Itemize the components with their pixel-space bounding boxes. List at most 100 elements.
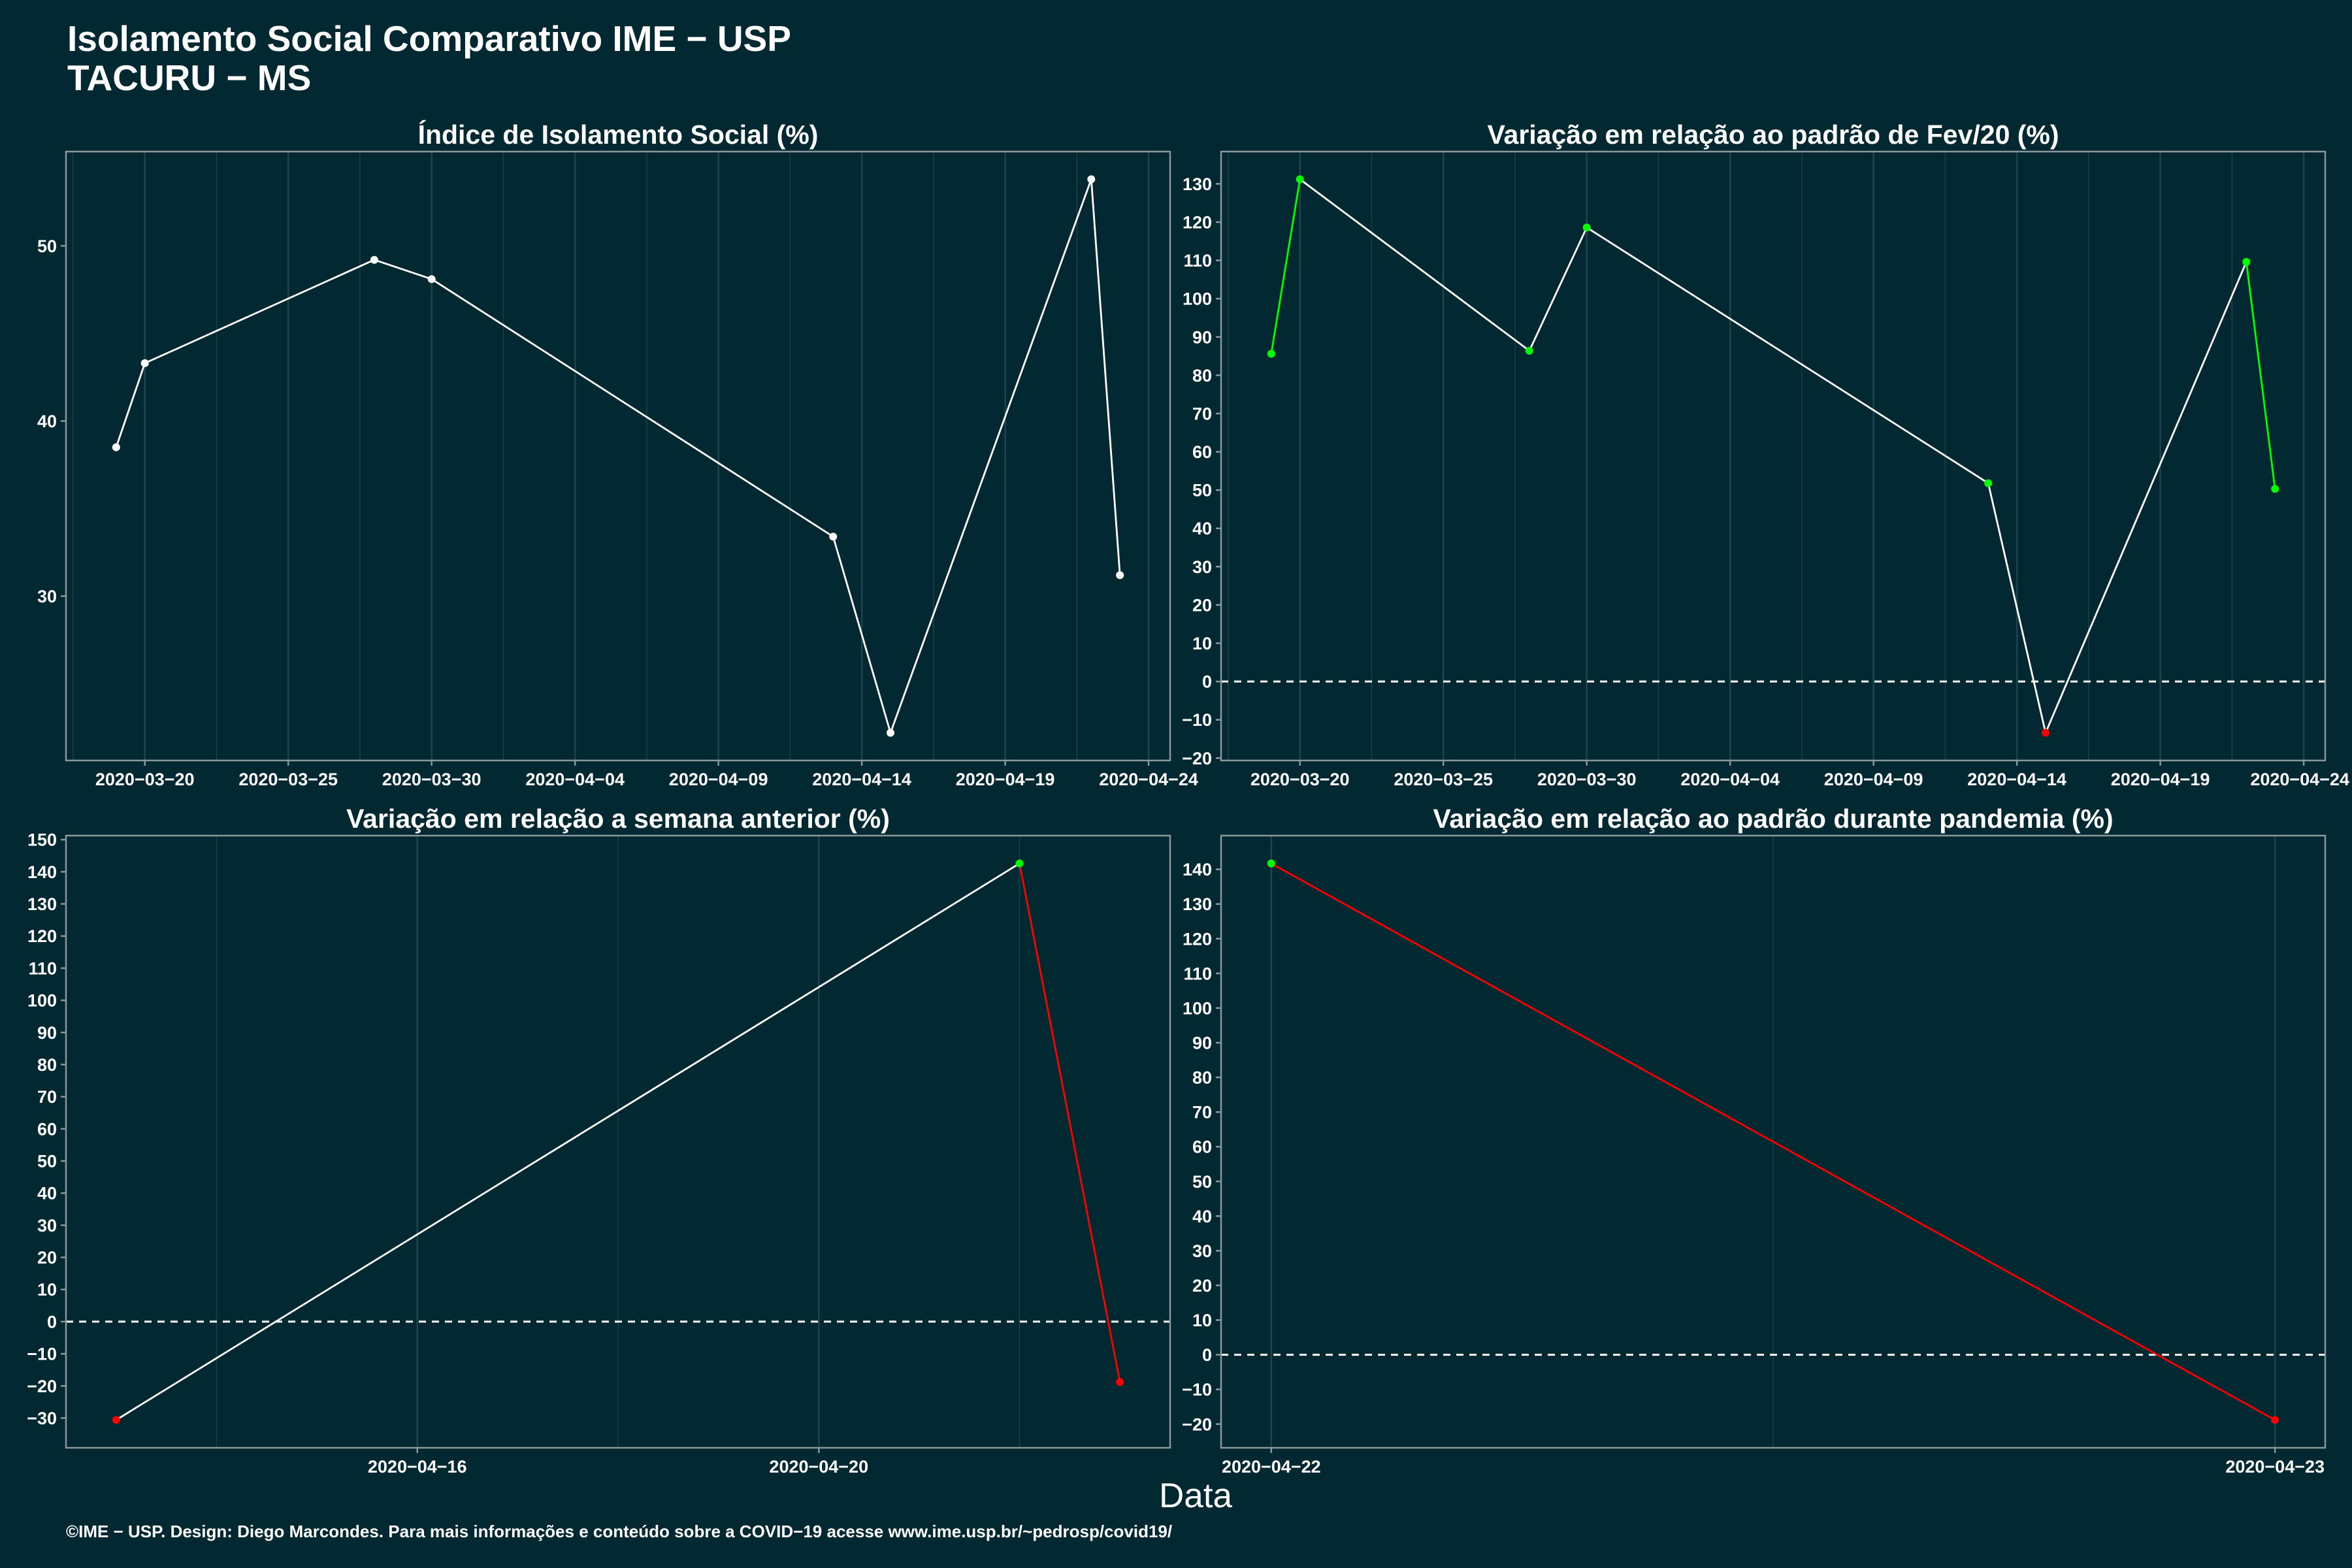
line-segment xyxy=(1987,482,2047,734)
data-point xyxy=(1087,175,1096,184)
data-point xyxy=(1267,859,1275,868)
y-tick-label: 20 xyxy=(1192,595,1212,615)
y-tick-label: 130 xyxy=(27,894,57,914)
gridlines xyxy=(73,152,1150,760)
y-tick-label: 80 xyxy=(1192,366,1212,385)
x-axis: 2020−03−20 2020−03−25 2020−03−30 2020−04−04… xyxy=(1250,760,2349,789)
data-point xyxy=(887,728,895,737)
line-segment xyxy=(144,259,376,365)
data-point xyxy=(2271,485,2279,493)
gridlines xyxy=(1228,152,2305,760)
data-point xyxy=(112,443,120,451)
panel-2: Variação em relação ao padrão de Fev/20 … xyxy=(1182,120,2349,789)
x-tick-label: 2020−04−04 xyxy=(525,770,625,789)
data-point xyxy=(829,532,838,541)
x-tick-label: 2020−04−24 xyxy=(2250,770,2349,789)
x-tick-label: 2020−03−30 xyxy=(1537,770,1637,789)
y-tick-label: 110 xyxy=(1183,964,1212,983)
line-segment xyxy=(889,178,1092,734)
y-tick-label: −10 xyxy=(27,1345,57,1364)
y-tick-label: 70 xyxy=(37,1087,57,1107)
x-axis-label: Data xyxy=(1159,1477,1232,1515)
line-segment xyxy=(115,862,1021,1421)
y-tick-label: 50 xyxy=(37,1152,57,1171)
line-segment xyxy=(1270,862,2276,1421)
footer-credit: ©IME − USP. Design: Diego Marcondes. Par… xyxy=(66,1522,1172,1541)
panel-title: Índice de Isolamento Social (%) xyxy=(418,120,819,150)
y-tick-label: 140 xyxy=(27,862,57,882)
data-point xyxy=(112,1416,120,1424)
y-tick-label: 100 xyxy=(1183,289,1212,309)
panel-border xyxy=(65,150,1171,762)
y-tick-label: 60 xyxy=(1192,1137,1212,1157)
y-tick-label: 40 xyxy=(1192,1207,1212,1226)
y-axis: 30 40 50 xyxy=(37,237,66,606)
x-tick-label: 2020−04−24 xyxy=(1099,770,1198,789)
y-axis: −30 −20 −10 0 10 20 30 40 50 60 70 80 90 100 110 120 130… xyxy=(27,830,66,1428)
y-tick-label: 90 xyxy=(37,1023,57,1043)
data-point xyxy=(1116,1378,1124,1386)
x-tick-label: 2020−04−04 xyxy=(1680,770,1780,789)
line-segment xyxy=(1299,178,1531,352)
line-segment xyxy=(373,259,433,280)
line-segment xyxy=(2044,261,2247,734)
data-point xyxy=(2242,257,2251,266)
line-segment xyxy=(115,362,146,448)
x-tick-label: 2020−04−19 xyxy=(2111,770,2210,789)
y-tick-label: 20 xyxy=(1192,1276,1212,1296)
y-tick-label: 30 xyxy=(37,1216,57,1235)
panel-border xyxy=(65,834,1171,1449)
chart-title: Isolamento Social Comparativo IME − USP xyxy=(67,18,791,59)
x-tick-label: 2020−03−25 xyxy=(238,770,338,789)
line-segment xyxy=(1528,226,1588,352)
data-point xyxy=(1984,479,1993,487)
y-tick-label: 30 xyxy=(37,587,57,606)
y-axis: −20 −10 0 10 20 30 40 50 60 70 80 90 100 110 120 130 xyxy=(1182,174,1221,768)
chart-subtitle: TACURU − MS xyxy=(67,57,311,98)
y-tick-label: −20 xyxy=(1182,1414,1212,1434)
y-tick-label: 30 xyxy=(1192,1241,1212,1261)
y-tick-label: 110 xyxy=(28,958,57,978)
x-axis: 2020−04−16 2020−04−20 xyxy=(368,1448,868,1477)
x-tick-label: 2020−04−23 xyxy=(2225,1457,2325,1477)
y-tick-label: 120 xyxy=(27,926,57,946)
y-tick-label: −20 xyxy=(27,1377,57,1396)
y-tick-label: 120 xyxy=(1183,212,1212,232)
y-tick-label: 40 xyxy=(1192,519,1212,538)
panel-border xyxy=(1220,150,2327,762)
gridlines xyxy=(216,836,1021,1448)
x-tick-label: 2020−04−14 xyxy=(812,770,911,789)
series-line xyxy=(115,178,1121,734)
data-point xyxy=(1116,571,1124,580)
y-tick-label: −10 xyxy=(1182,1380,1212,1399)
y-tick-label: 10 xyxy=(1192,634,1212,653)
y-tick-label: 90 xyxy=(1192,1033,1212,1053)
data-point xyxy=(1015,859,1024,868)
data-point xyxy=(1525,346,1533,355)
y-tick-label: 150 xyxy=(27,830,57,850)
x-tick-label: 2020−04−20 xyxy=(769,1457,868,1477)
data-point xyxy=(1296,175,1304,184)
series-points xyxy=(1267,859,2279,1424)
panel-1: Índice de Isolamento Social (%) 30 40 50 202… xyxy=(37,120,1198,789)
y-tick-label: 100 xyxy=(1183,998,1212,1018)
data-point xyxy=(140,359,149,367)
line-segment xyxy=(1270,178,1301,355)
series-points xyxy=(1267,175,2279,737)
y-tick-label: 70 xyxy=(1192,404,1212,423)
data-point xyxy=(427,275,436,284)
series-line xyxy=(115,862,1121,1421)
y-axis: −20 −10 0 10 20 30 40 50 60 70 80 90 100 110 120 130 140 xyxy=(1182,860,1221,1434)
series-points xyxy=(112,859,1124,1424)
series-points xyxy=(112,175,1124,737)
line-segment xyxy=(1090,178,1121,576)
y-tick-label: 90 xyxy=(1192,327,1212,347)
y-tick-label: 110 xyxy=(1183,251,1212,270)
line-segment xyxy=(431,278,834,538)
panel-border xyxy=(1220,834,2327,1449)
series-line xyxy=(1270,862,2276,1421)
y-tick-label: 0 xyxy=(47,1312,57,1331)
y-tick-label: 100 xyxy=(27,991,57,1011)
